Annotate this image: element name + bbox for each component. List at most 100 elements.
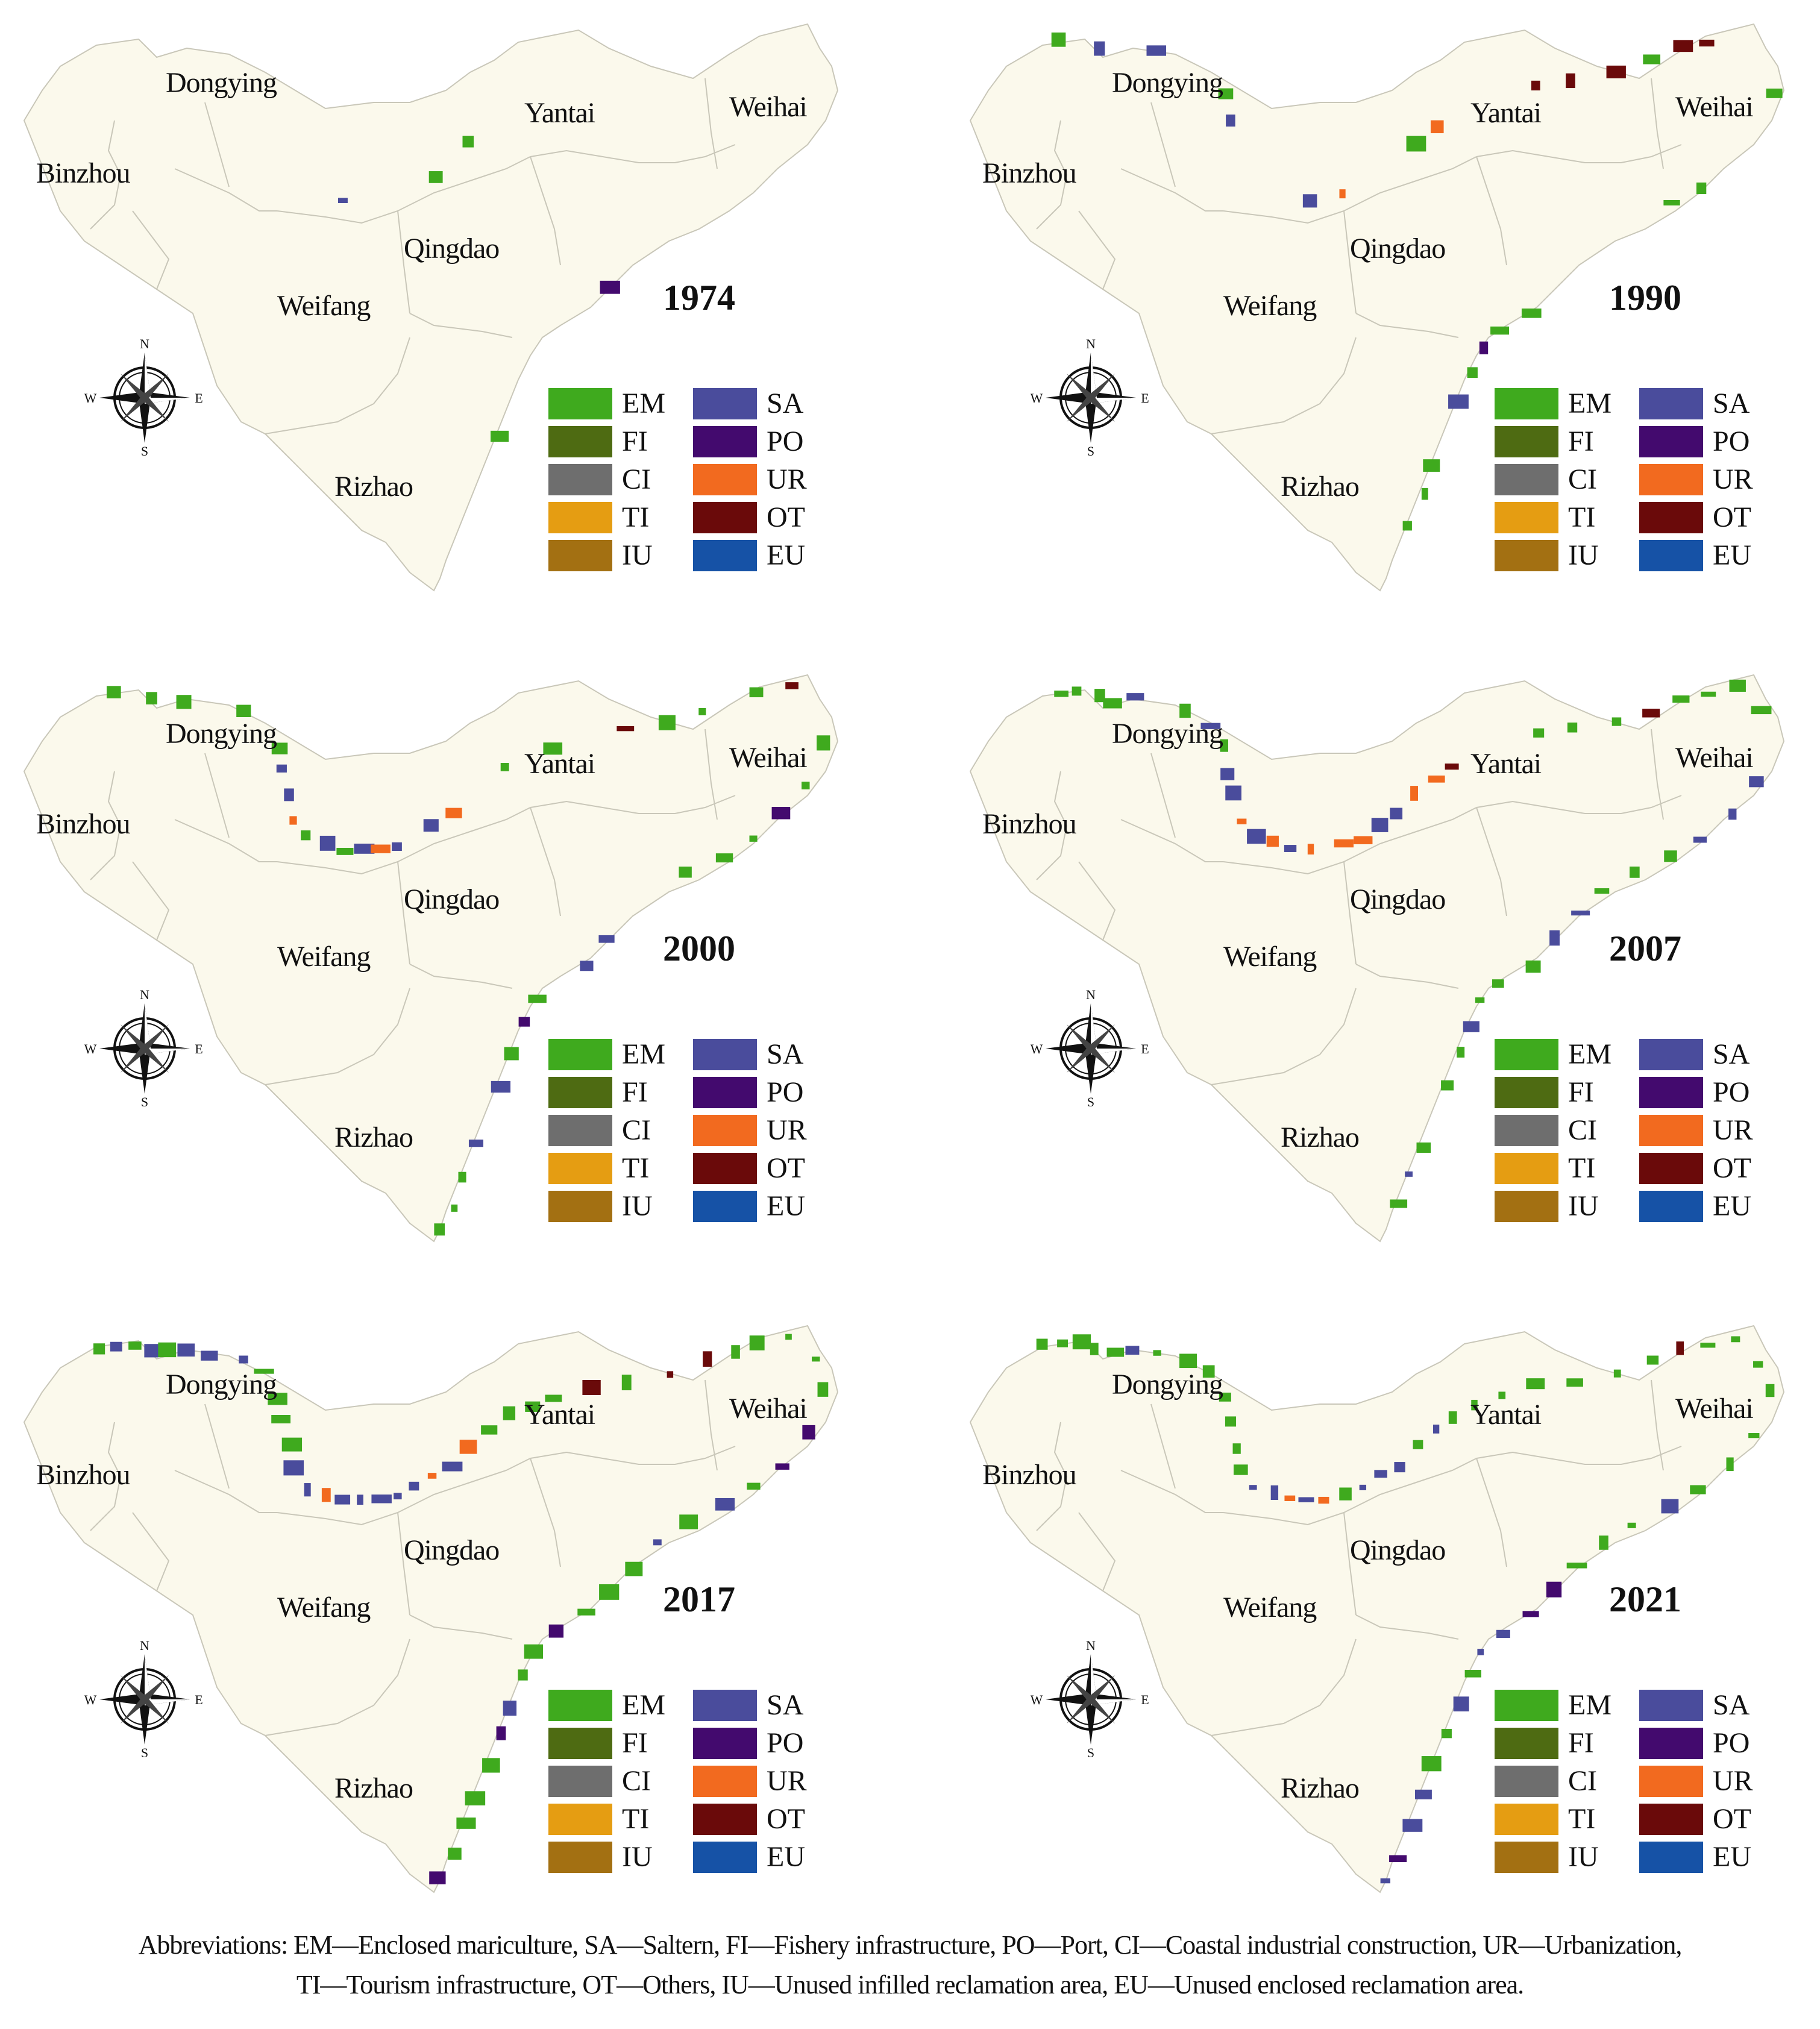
city-border: [174, 1470, 277, 1513]
legend-item-po: PO: [1639, 1725, 1784, 1759]
reclamation-patch: [491, 430, 509, 442]
reclamation-patch: [1749, 776, 1764, 788]
legend-swatch: [1495, 388, 1558, 419]
reclamation-patch: [1402, 1819, 1423, 1832]
reclamation-patch: [1765, 1384, 1775, 1397]
legend-swatch: [1639, 1842, 1703, 1873]
legend-label: OT: [767, 501, 805, 533]
reclamation-patch: [1051, 32, 1066, 47]
reclamation-patch: [459, 1440, 477, 1454]
city-border: [1150, 1403, 1176, 1489]
legend-label: UR: [1713, 1765, 1753, 1797]
reclamation-patch: [128, 1341, 142, 1350]
legend-label: UR: [1713, 463, 1753, 495]
legend-swatch: [693, 426, 757, 457]
legend-item-iu: IU: [548, 1188, 693, 1222]
legend-label: SA: [1713, 1038, 1750, 1070]
legend-swatch: [1495, 540, 1558, 571]
city-border: [1223, 156, 1477, 224]
legend-item-ci: CI: [548, 1763, 693, 1797]
reclamation-patch: [1390, 1199, 1408, 1208]
reclamation-patch: [749, 687, 764, 698]
legend-label: IU: [1568, 1841, 1599, 1873]
legend-swatch: [1639, 388, 1703, 419]
reclamation-patch: [747, 1482, 761, 1490]
city-border: [90, 120, 122, 230]
reclamation-patch: [465, 1791, 486, 1805]
legend-swatch: [693, 1153, 757, 1184]
legend-label: OT: [767, 1803, 805, 1835]
reclamation-patch: [481, 1425, 498, 1435]
legend-item-ti: TI: [1495, 1801, 1639, 1835]
reclamation-patch: [429, 1871, 446, 1884]
reclamation-patch: [1416, 1142, 1431, 1153]
city-border: [1355, 313, 1459, 338]
legend-label: FI: [622, 1076, 648, 1108]
reclamation-patch: [577, 1608, 595, 1616]
city-label-weifang: Weifang: [1223, 941, 1317, 973]
reclamation-patch: [679, 867, 692, 878]
legend-label: EM: [622, 387, 665, 419]
city-border: [530, 156, 561, 266]
reclamation-patch: [1445, 764, 1459, 770]
reclamation-patch: [357, 1494, 363, 1505]
legend-label: EM: [622, 1038, 665, 1070]
reclamation-patch: [1371, 818, 1389, 832]
legend-label: PO: [1713, 1076, 1750, 1108]
legend-swatch: [1495, 1842, 1558, 1873]
reclamation-patch: [802, 1425, 815, 1440]
city-border: [277, 156, 531, 224]
city-border: [409, 964, 513, 989]
reclamation-patch: [518, 1017, 530, 1027]
city-label-dongying: Dongying: [166, 718, 277, 750]
reclamation-patch: [785, 682, 799, 689]
legend-item-eu: EU: [693, 1188, 838, 1222]
city-label-dongying: Dongying: [1112, 718, 1223, 750]
reclamation-patch: [1054, 690, 1068, 697]
reclamation-patch: [1566, 1378, 1583, 1387]
reclamation-patch: [1753, 1361, 1763, 1368]
legend-swatch: [1495, 1039, 1558, 1070]
reclamation-patch: [1566, 1563, 1587, 1569]
legend-swatch: [1639, 1153, 1703, 1184]
city-label-binzhou: Binzhou: [982, 157, 1077, 189]
legend-item-eu: EU: [1639, 1188, 1784, 1222]
legend-item-fi: FI: [548, 424, 693, 457]
reclamation-patch: [201, 1350, 218, 1361]
city-border: [704, 78, 718, 169]
legend-label: UR: [767, 1114, 807, 1146]
reclamation-patch: [334, 1494, 351, 1505]
city-label-rizhao: Rizhao: [334, 1121, 413, 1153]
legend-item-eu: EU: [693, 538, 838, 571]
reclamation-patch: [451, 1204, 458, 1212]
legend-item-ur: UR: [1639, 1763, 1784, 1797]
legend-swatch: [1639, 1039, 1703, 1070]
reclamation-patch: [1663, 199, 1680, 205]
reclamation-patch: [239, 1355, 248, 1364]
map-panel: Dongying Yantai Weihai Binzhou Qingdao Weifan…: [12, 1314, 916, 1952]
reclamation-patch: [1402, 521, 1412, 531]
reclamation-patch: [525, 1401, 541, 1412]
reclamation-patch: [1036, 1338, 1048, 1350]
svg-text:W: W: [1031, 1692, 1043, 1707]
city-border: [1078, 861, 1116, 941]
legend-swatch: [548, 1766, 612, 1797]
city-border: [1223, 807, 1477, 875]
reclamation-patch: [1748, 1433, 1760, 1438]
city-border: [1211, 1639, 1357, 1736]
city-border: [1120, 168, 1223, 212]
svg-text:S: S: [141, 444, 148, 458]
legend-label: FI: [622, 425, 648, 457]
reclamation-patch: [503, 1406, 516, 1420]
reclamation-patch: [1696, 182, 1707, 195]
reclamation-patch: [1226, 114, 1235, 127]
legend-swatch: [548, 1804, 612, 1835]
legend-swatch: [693, 388, 757, 419]
map-panel: Dongying Yantai Weihai Binzhou Qingdao Weifan…: [958, 1314, 1820, 1952]
reclamation-patch: [144, 1344, 158, 1358]
province-map: [23, 23, 839, 592]
legend-label: PO: [767, 1727, 804, 1759]
legend-label: EU: [1713, 1841, 1751, 1873]
legend-item-ci: CI: [1495, 1112, 1639, 1146]
svg-text:W: W: [84, 1041, 97, 1056]
